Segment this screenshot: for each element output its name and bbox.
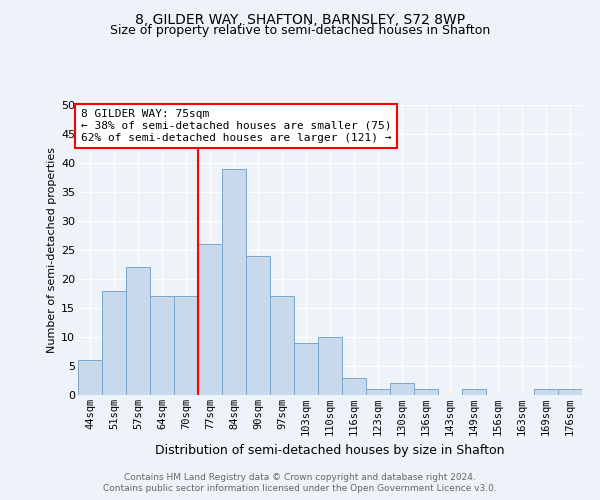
- Bar: [462, 389, 486, 395]
- Text: Contains public sector information licensed under the Open Government Licence v3: Contains public sector information licen…: [103, 484, 497, 493]
- Bar: [126, 268, 150, 395]
- Y-axis label: Number of semi-detached properties: Number of semi-detached properties: [47, 147, 57, 353]
- Bar: [102, 290, 126, 395]
- Bar: [246, 256, 270, 395]
- Bar: [342, 378, 366, 395]
- Bar: [366, 389, 390, 395]
- X-axis label: Distribution of semi-detached houses by size in Shafton: Distribution of semi-detached houses by …: [155, 444, 505, 456]
- Bar: [318, 337, 342, 395]
- Bar: [390, 384, 414, 395]
- Bar: [222, 169, 246, 395]
- Bar: [150, 296, 174, 395]
- Text: Contains HM Land Registry data © Crown copyright and database right 2024.: Contains HM Land Registry data © Crown c…: [124, 472, 476, 482]
- Bar: [174, 296, 198, 395]
- Bar: [558, 389, 582, 395]
- Bar: [294, 343, 318, 395]
- Bar: [198, 244, 222, 395]
- Text: Size of property relative to semi-detached houses in Shafton: Size of property relative to semi-detach…: [110, 24, 490, 37]
- Bar: [534, 389, 558, 395]
- Bar: [270, 296, 294, 395]
- Text: 8, GILDER WAY, SHAFTON, BARNSLEY, S72 8WP: 8, GILDER WAY, SHAFTON, BARNSLEY, S72 8W…: [135, 12, 465, 26]
- Bar: [78, 360, 102, 395]
- Bar: [414, 389, 438, 395]
- Text: 8 GILDER WAY: 75sqm
← 38% of semi-detached houses are smaller (75)
62% of semi-d: 8 GILDER WAY: 75sqm ← 38% of semi-detach…: [80, 110, 391, 142]
